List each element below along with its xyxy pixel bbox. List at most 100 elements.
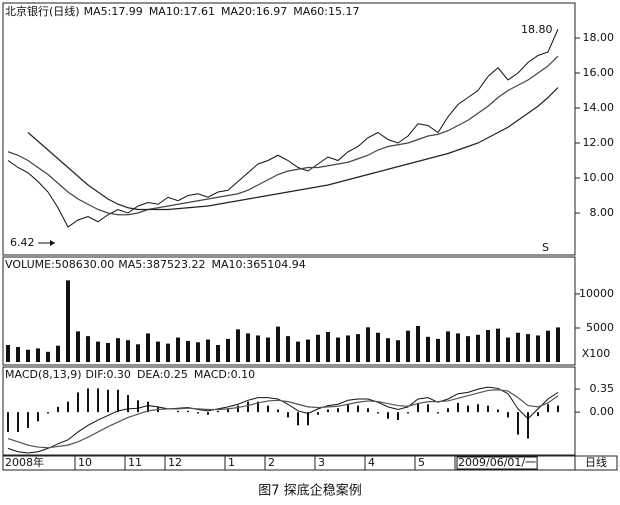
volume-bar bbox=[76, 331, 80, 362]
volume-bar bbox=[266, 337, 270, 362]
series-line bbox=[7, 386, 559, 454]
volume-bar bbox=[296, 341, 300, 362]
volume-bar bbox=[36, 348, 40, 362]
volume-bar bbox=[376, 332, 380, 362]
volume-bar bbox=[496, 328, 500, 362]
volume-bar bbox=[286, 336, 290, 362]
volume-bar bbox=[506, 337, 510, 362]
volume-bar bbox=[466, 336, 470, 362]
volume-bar bbox=[206, 339, 210, 362]
volume-panel bbox=[2, 256, 576, 366]
unit-label: X100 bbox=[582, 347, 611, 360]
y-tick-label: 14.00 bbox=[583, 101, 615, 114]
y-tick-label: 12.00 bbox=[583, 136, 615, 149]
caption: 图7 探底企稳案例 bbox=[258, 483, 361, 499]
y-tick-label: 8.00 bbox=[590, 206, 615, 219]
series-line bbox=[27, 87, 559, 211]
volume-bar bbox=[56, 345, 60, 362]
volume-bar bbox=[16, 347, 20, 362]
y-tick-label: 0.00 bbox=[590, 405, 615, 418]
volume-bar bbox=[486, 330, 490, 362]
indicator: MA10:17.61 bbox=[149, 5, 215, 18]
volume-bar bbox=[46, 351, 50, 362]
volume-bar bbox=[276, 326, 280, 362]
macd-panel bbox=[2, 366, 576, 456]
y-tick-label: 10000 bbox=[579, 287, 614, 300]
volume-bar bbox=[196, 342, 200, 362]
indicator: MA20:16.97 bbox=[221, 5, 287, 18]
series-line bbox=[7, 55, 559, 216]
panel-title: 北京银行(日线) bbox=[5, 4, 80, 18]
indicator: MACD:0.10 bbox=[194, 368, 255, 381]
x-tick-label: 1 bbox=[228, 456, 235, 469]
volume-bar bbox=[96, 341, 100, 362]
x-tick-label: 5 bbox=[418, 456, 425, 469]
y-tick-label: 16.00 bbox=[583, 66, 615, 79]
x-tick-label: 10 bbox=[78, 456, 92, 469]
y-tick-label: 0.35 bbox=[590, 382, 615, 395]
volume-bar bbox=[6, 344, 10, 362]
series-line bbox=[7, 29, 559, 228]
volume-bar bbox=[306, 339, 310, 362]
volume-bar bbox=[26, 349, 30, 362]
x-tick-label: 11 bbox=[128, 456, 142, 469]
volume-bar bbox=[66, 280, 70, 362]
volume-bar bbox=[426, 336, 430, 362]
volume-bar bbox=[556, 327, 560, 362]
volume-bar bbox=[316, 334, 320, 362]
volume-bar bbox=[356, 334, 360, 362]
volume-bar bbox=[86, 336, 90, 362]
x-tick-label: 2009/06/01/一 bbox=[458, 456, 536, 469]
y-tick-label: 18.00 bbox=[583, 31, 615, 44]
x-tick-label: 2 bbox=[268, 456, 275, 469]
volume-bar bbox=[336, 337, 340, 362]
arrow-head bbox=[50, 240, 55, 246]
volume-bar bbox=[366, 327, 370, 362]
x-tick-label: 2008年 bbox=[5, 455, 44, 469]
volume-bar bbox=[236, 329, 240, 362]
volume-bar bbox=[116, 338, 120, 362]
price-panel bbox=[2, 2, 576, 256]
volume-bar bbox=[436, 338, 440, 362]
annotation: 18.80 bbox=[521, 23, 553, 36]
y-tick-label: 10.00 bbox=[583, 171, 615, 184]
volume-bar bbox=[326, 332, 330, 362]
annotation: 6.42 bbox=[10, 236, 35, 249]
indicator: MA5:387523.22 bbox=[118, 258, 205, 271]
period-label: 日线 bbox=[585, 455, 607, 469]
x-tick-label: 12 bbox=[168, 456, 182, 469]
volume-bar bbox=[536, 335, 540, 362]
volume-bar bbox=[476, 334, 480, 362]
series-line bbox=[7, 389, 559, 449]
annotation: S bbox=[542, 241, 549, 254]
volume-bar bbox=[186, 340, 190, 362]
volume-bar bbox=[516, 332, 520, 362]
volume-bar bbox=[106, 342, 110, 362]
x-tick-label: 3 bbox=[318, 456, 325, 469]
panel-title: MACD(8,13,9) bbox=[5, 368, 82, 381]
volume-bar bbox=[526, 334, 530, 362]
volume-bar bbox=[216, 344, 220, 362]
volume-bar bbox=[226, 338, 230, 362]
volume-bar bbox=[396, 340, 400, 362]
indicator: DEA:0.25 bbox=[137, 368, 188, 381]
indicator: MA60:15.17 bbox=[293, 5, 359, 18]
volume-bar bbox=[136, 344, 140, 362]
panel-title: VOLUME:508630.00 bbox=[5, 258, 114, 271]
volume-bar bbox=[386, 338, 390, 362]
indicator: MA5:17.99 bbox=[84, 5, 143, 18]
x-tick-label: 4 bbox=[368, 456, 375, 469]
volume-bar bbox=[166, 343, 170, 362]
volume-bar bbox=[126, 340, 130, 362]
date-highlight bbox=[456, 456, 538, 470]
volume-bar bbox=[346, 335, 350, 362]
volume-bar bbox=[416, 325, 420, 362]
y-tick-label: 5000 bbox=[586, 321, 614, 334]
indicator: DIF:0.30 bbox=[86, 368, 131, 381]
indicator: MA10:365104.94 bbox=[211, 258, 305, 271]
period-box bbox=[574, 455, 618, 471]
volume-bar bbox=[256, 335, 260, 362]
volume-bar bbox=[546, 330, 550, 362]
volume-bar bbox=[146, 333, 150, 362]
volume-bar bbox=[406, 330, 410, 362]
